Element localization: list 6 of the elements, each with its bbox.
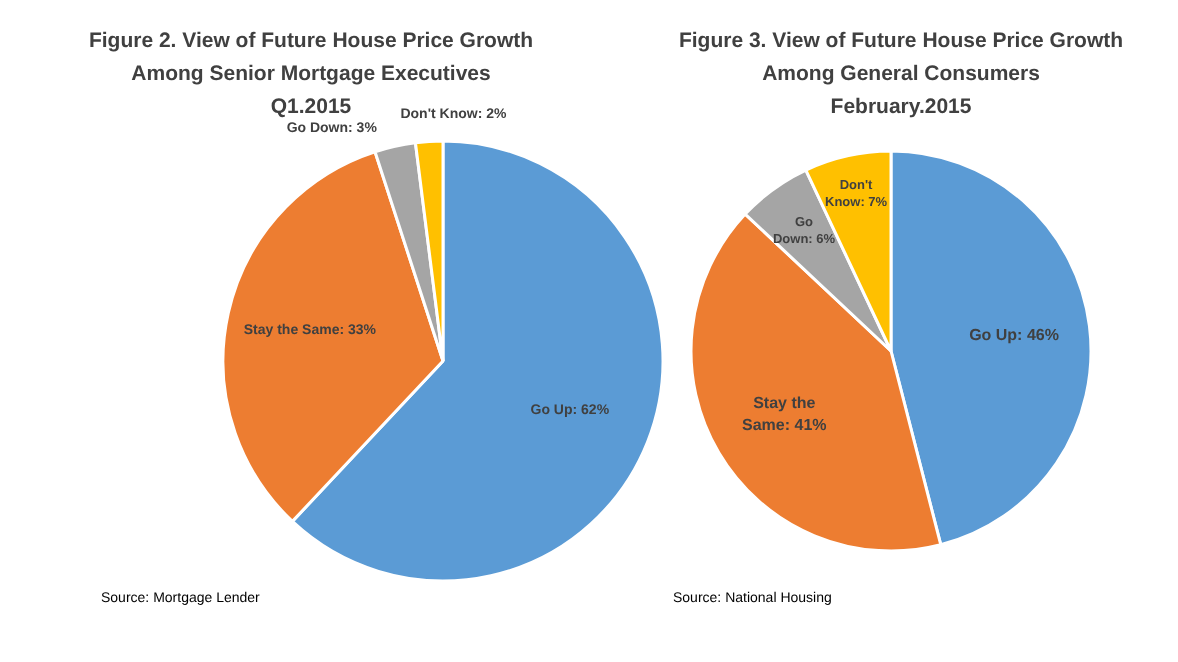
slice-label: Stay the Same: 41%: [742, 394, 827, 434]
chart-subtitle: Q1.2015: [270, 95, 352, 119]
chart-title: Figure 3. View of Future House Price Growth Among General Consumers: [678, 29, 1124, 86]
slice-label: Go Up: 46%: [969, 326, 1059, 345]
chart-subtitle: February.2015: [830, 95, 972, 119]
chart-title: Figure 2. View of Future House Price Growth Among Senior Mortgage Executives: [88, 29, 534, 86]
